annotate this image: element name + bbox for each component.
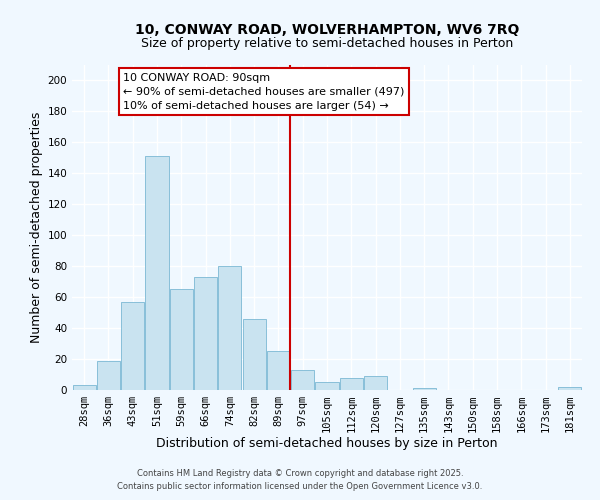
Bar: [97, 360, 120, 390]
X-axis label: Distribution of semi-detached houses by size in Perton: Distribution of semi-detached houses by …: [156, 436, 498, 450]
Text: 10, CONWAY ROAD, WOLVERHAMPTON, WV6 7RQ: 10, CONWAY ROAD, WOLVERHAMPTON, WV6 7RQ: [135, 22, 519, 36]
Bar: [413, 388, 436, 390]
Bar: [316, 382, 338, 390]
Text: 10 CONWAY ROAD: 90sqm
← 90% of semi-detached houses are smaller (497)
10% of sem: 10 CONWAY ROAD: 90sqm ← 90% of semi-deta…: [123, 72, 404, 110]
Bar: [291, 370, 314, 390]
Bar: [194, 277, 217, 390]
Bar: [340, 378, 363, 390]
Bar: [364, 376, 387, 390]
Text: Contains public sector information licensed under the Open Government Licence v3: Contains public sector information licen…: [118, 482, 482, 491]
Bar: [267, 352, 290, 390]
Bar: [242, 319, 266, 390]
Bar: [559, 387, 581, 390]
Bar: [145, 156, 169, 390]
Bar: [121, 302, 144, 390]
Text: Size of property relative to semi-detached houses in Perton: Size of property relative to semi-detach…: [141, 38, 513, 51]
Bar: [170, 290, 193, 390]
Text: Contains HM Land Registry data © Crown copyright and database right 2025.: Contains HM Land Registry data © Crown c…: [137, 468, 463, 477]
Bar: [218, 266, 241, 390]
Bar: [73, 386, 95, 390]
Y-axis label: Number of semi-detached properties: Number of semi-detached properties: [30, 112, 43, 343]
